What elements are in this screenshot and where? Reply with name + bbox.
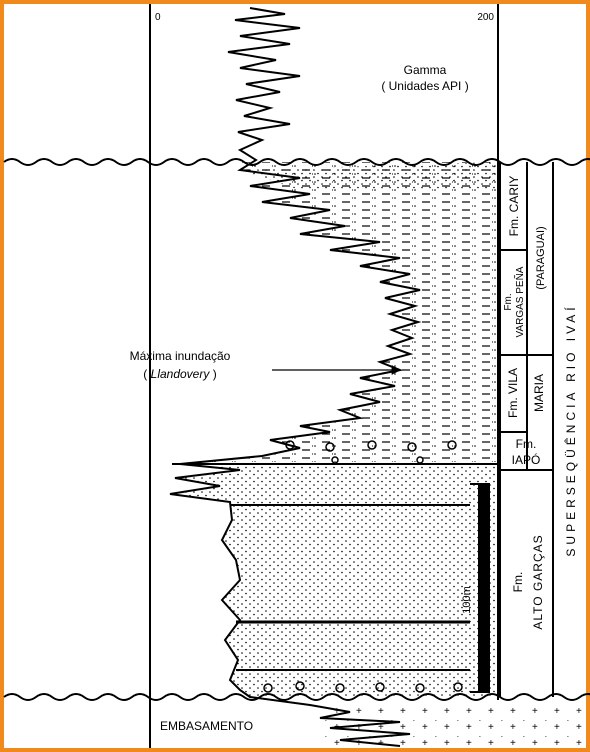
annotation: Máxima inundação [130,349,231,363]
curve-units: ( Unidades API ) [381,79,468,93]
formation-label: Fm. [503,293,514,310]
formation-label: Fm. [511,572,525,593]
annotation-age: ( Llandovery ) [143,367,216,381]
formation-label: VARGAS PEÑA [513,266,526,337]
basement-label: EMBASAMENTO [160,719,253,733]
formation-label: Fm. [516,437,537,451]
formation-label: Fm. CARIY [507,176,521,237]
group-label: (PARAGUAI) [535,226,547,289]
supersequence-label: SUPERSEQÜÊNCIA RIO IVAÍ [563,303,578,556]
axis-min: 0 [155,12,161,23]
formation-label: Fm. VILA [506,368,520,418]
curve-title: Gamma [404,63,447,77]
diagram: ++ 0 200 Gamma ( Unidades API ) Máxima i… [0,0,590,752]
formation-label: ALTO GARÇAS [531,534,545,629]
formation-label: MARIA [532,374,546,412]
axis-max: 200 [477,12,494,23]
scale-label: 100m [461,586,473,614]
formation-label: IAPÓ [512,452,541,467]
